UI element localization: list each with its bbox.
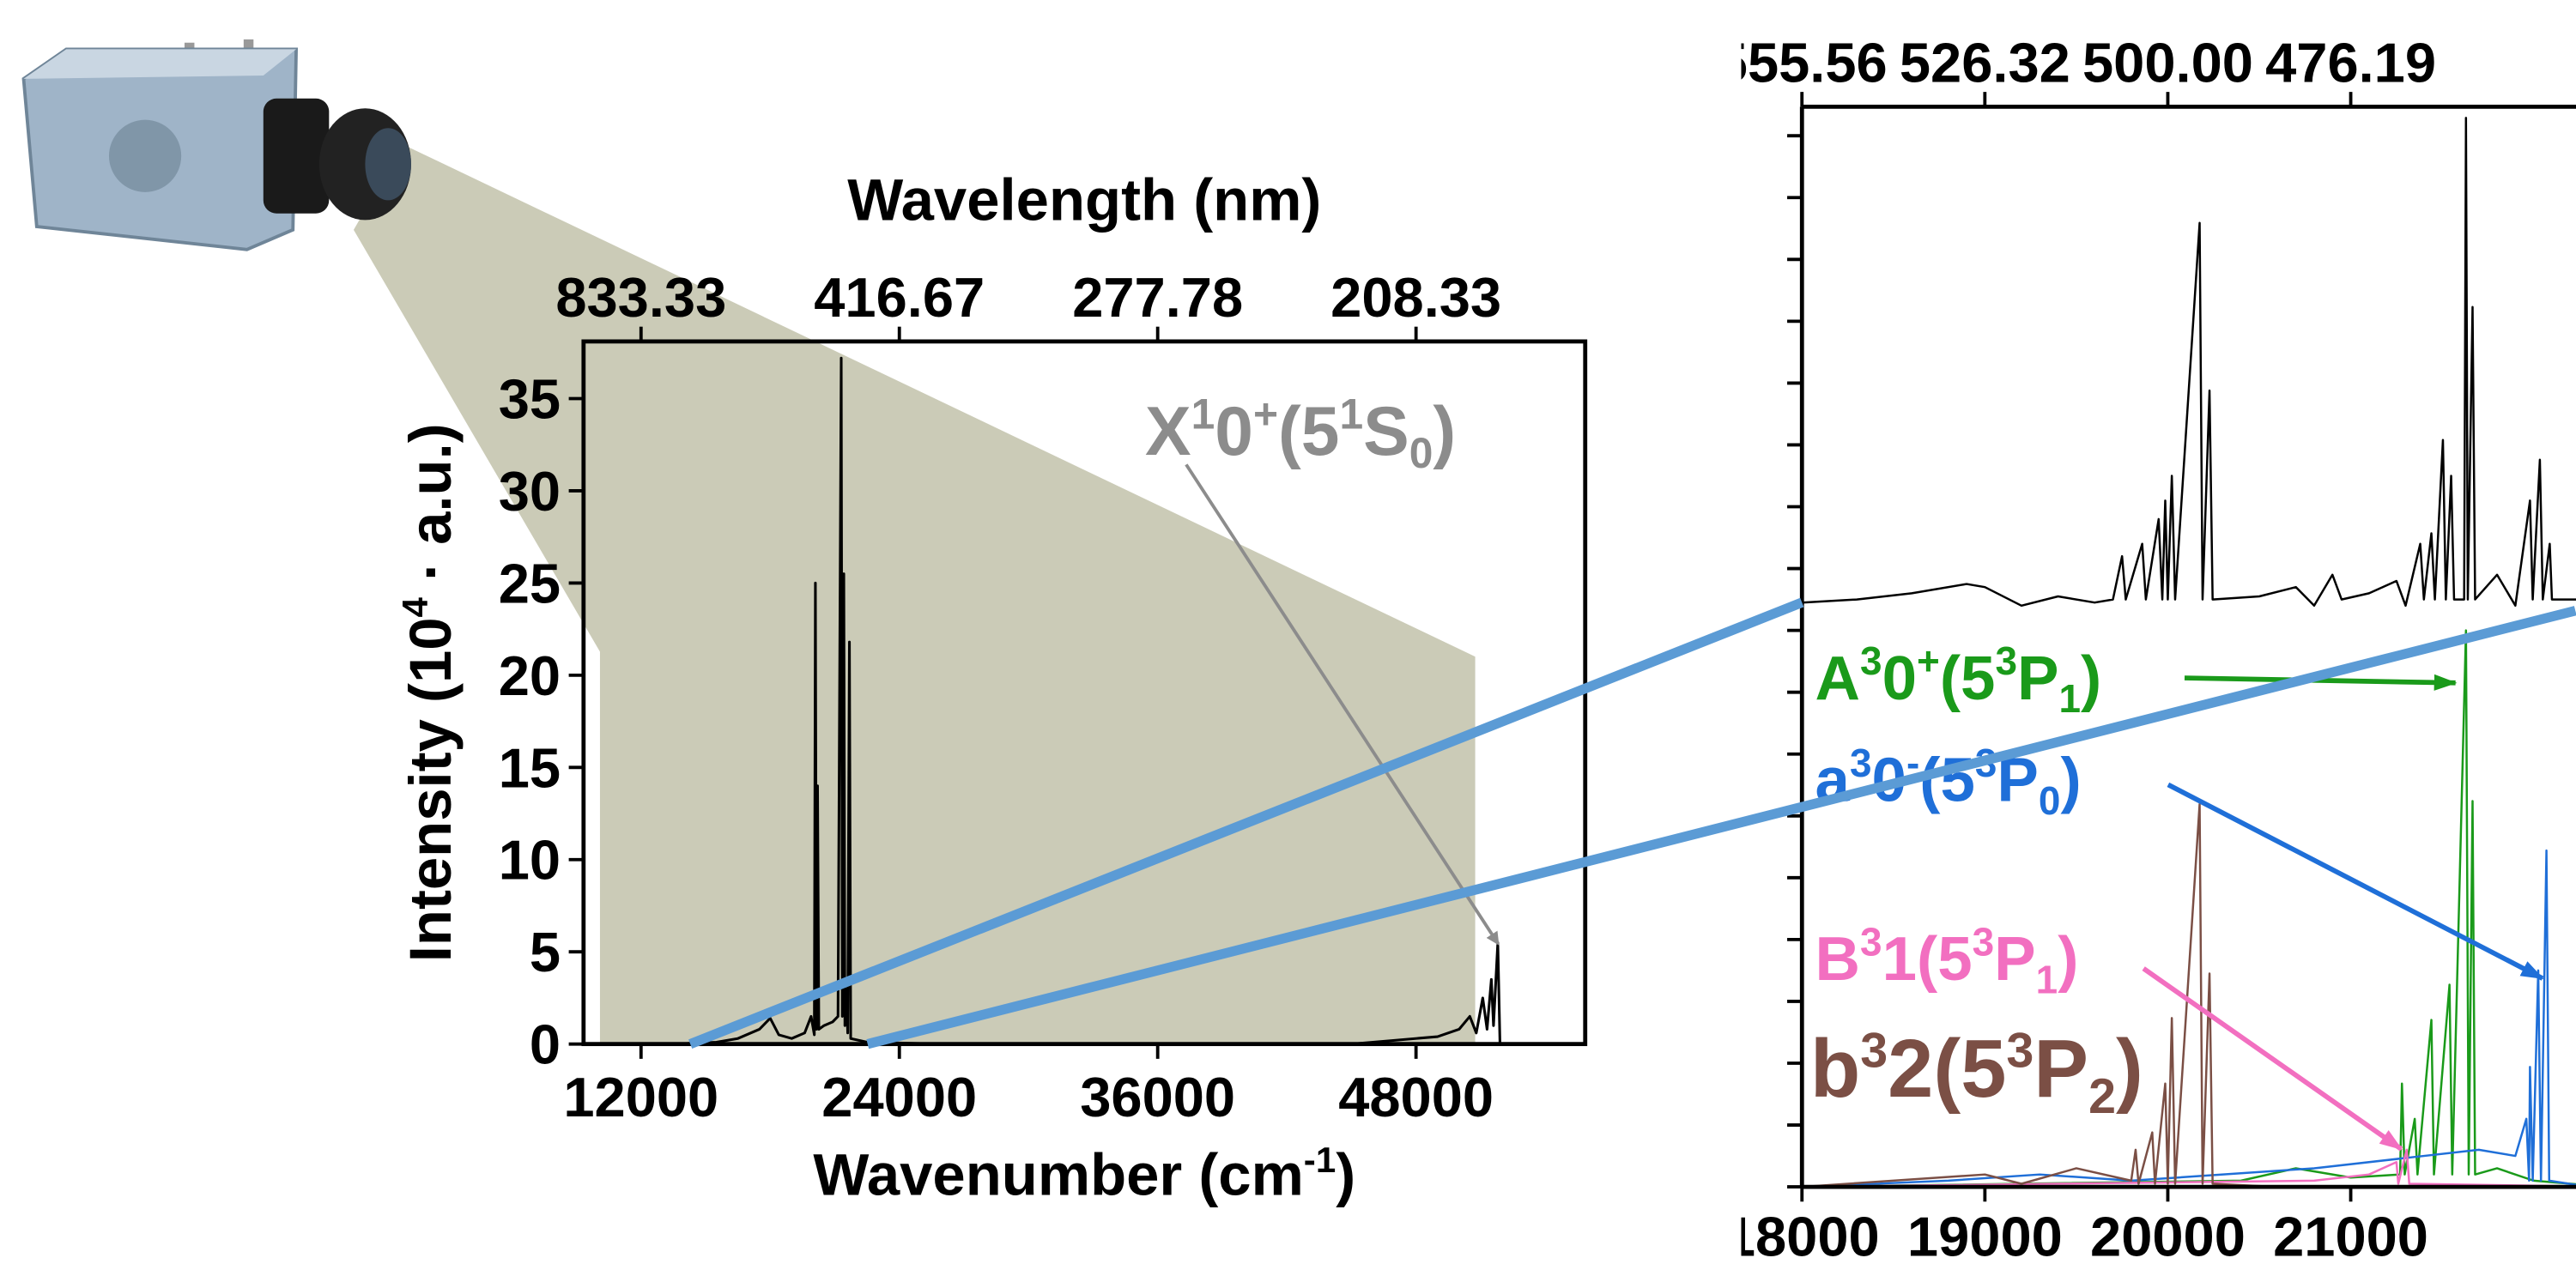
camera [24, 39, 411, 250]
annotation-part: 0 [2039, 778, 2061, 823]
annotation-part: 1 [2059, 676, 2082, 721]
annotation: b32(53P2) [1810, 1023, 2143, 1124]
annotation-part: + [1253, 390, 1278, 438]
annotation: A30+(53P1) [1815, 638, 2102, 721]
annotation-part: 3 [1973, 919, 1995, 964]
annotation-part: X [1145, 393, 1191, 470]
x2-tick-label: 277.78 [1072, 266, 1243, 329]
annotation-part: A [1815, 644, 1861, 713]
annotation-part: P [1994, 924, 2035, 994]
annotation-part: (5 [1278, 393, 1339, 470]
annotation-part: ) [2060, 746, 2081, 815]
annotation: B31(53P1) [1815, 919, 2079, 1001]
x2-tick-label: 526.32 [1900, 32, 2070, 94]
x-tick-label: 24000 [821, 1066, 977, 1128]
y-tick-label: 10 [499, 829, 561, 892]
y-axis-title-part: · a.u.) [397, 423, 464, 597]
y-tick-label: 30 [499, 460, 561, 523]
x-axis-title-part: Wavenumber (cm [813, 1142, 1303, 1208]
annotation-part: 3 [1995, 638, 2017, 683]
y-axis-title: Intensity (104 · a.u.) [395, 423, 464, 962]
x-tick-label: 20000 [2090, 1205, 2246, 1264]
x2-tick-label: 833.33 [555, 266, 726, 329]
x-tick-label: 36000 [1080, 1066, 1235, 1128]
annotation-part: 1 [2036, 957, 2058, 1001]
series-line [1802, 118, 2576, 605]
y-tick-label: 15 [499, 736, 561, 799]
annotation: a30-(53P0) [1815, 741, 2082, 823]
x-tick-label: 19000 [1907, 1205, 2063, 1264]
annotation-part: (5 [1940, 644, 1996, 713]
y-tick-label: 20 [499, 644, 561, 707]
annotation-part: 0 [1882, 644, 1917, 713]
y-tick-label: 0 [530, 1013, 561, 1076]
annotation-part: P [2034, 1023, 2088, 1115]
annotation-part: 3 [2006, 1023, 2034, 1078]
y-axis-title-part: Intensity (10 [397, 617, 464, 962]
x-axis-title-part: -1 [1304, 1140, 1336, 1180]
annotation-part: P [2017, 644, 2058, 713]
x2-axis-title: Wavelength (nm) [847, 166, 1321, 233]
annotation: X10+(51S0) [1145, 390, 1456, 477]
x-tick-label: 12000 [563, 1066, 718, 1128]
page: Wavelength (nm) Wavenumber (cm-1) Intens… [0, 0, 2576, 1264]
y-axis-title-part: 4 [395, 596, 435, 617]
annotation-part: 2(5 [1888, 1023, 2006, 1115]
x2-tick-label: 476.19 [2265, 32, 2436, 94]
annotation-part: B [1815, 924, 1861, 994]
annotation-part: 3 [1850, 741, 1872, 785]
x-tick-label: 18000 [1724, 1205, 1880, 1264]
x-tick-label: 48000 [1338, 1066, 1494, 1128]
x2-tick-label: 500.00 [2082, 32, 2253, 94]
y-tick-label: 5 [530, 921, 561, 983]
figure: Wavelength (nm) Wavenumber (cm-1) Intens… [0, 0, 2576, 1264]
x2-tick-label: 416.67 [814, 266, 985, 329]
x-axis-title-part: ) [1336, 1142, 1355, 1208]
annotation-part: 1(5 [1882, 924, 1973, 994]
annotation-part: (5 [1919, 746, 1975, 815]
x-tick-label: 21000 [2273, 1205, 2428, 1264]
annotation-part: 3 [1860, 919, 1882, 964]
annotation-part: ) [2081, 644, 2101, 713]
x2-tick-label: 555.56 [1717, 32, 1888, 94]
annotation-part: 0 [1409, 429, 1433, 477]
annotation-arrow [2168, 784, 2543, 978]
annotation-part: 2 [2088, 1069, 2116, 1124]
annotation-part: 0 [1215, 393, 1253, 470]
y-tick-label: 25 [499, 552, 561, 614]
annotation-part: ) [2058, 924, 2078, 994]
annotation-part: S [1363, 393, 1409, 470]
annotation-part: + [1917, 638, 1940, 683]
y-tick-label: 35 [499, 367, 561, 430]
annotation-part: ) [1433, 393, 1456, 470]
annotation-part: 3 [1860, 1023, 1888, 1078]
x-axis-title: Wavenumber (cm-1) [813, 1140, 1355, 1208]
annotation-part: b [1810, 1023, 1860, 1115]
x2-tick-label: 208.33 [1330, 266, 1501, 329]
annotation-part: ) [2116, 1023, 2143, 1115]
annotation-part: 1 [1339, 390, 1363, 438]
annotation-part: 1 [1191, 390, 1215, 438]
annotation-part: 3 [1860, 638, 1882, 683]
